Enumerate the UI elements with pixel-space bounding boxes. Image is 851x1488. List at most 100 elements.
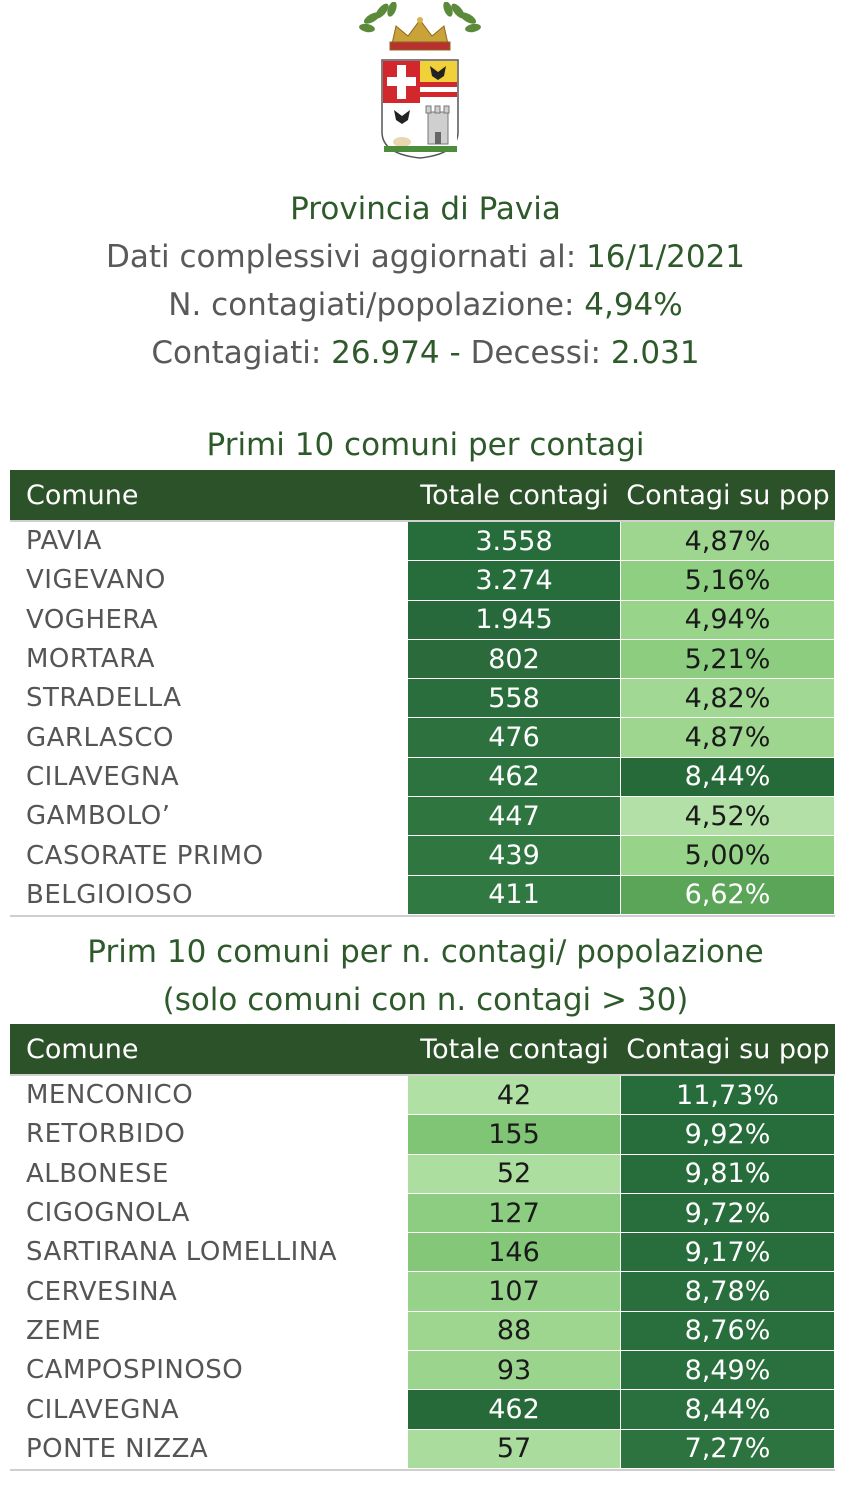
table-row: CAMPOSPINOSO 93 8,49%	[10, 1351, 835, 1391]
table2-title: Prim 10 comuni per n. contagi/ popolazio…	[87, 934, 764, 970]
ratio-line: N. contagiati/popolazione: 4,94%	[0, 281, 851, 329]
ratio-value: 4,94%	[584, 287, 683, 323]
cell-totale: 93	[408, 1351, 620, 1390]
cell-totale: 476	[408, 718, 620, 757]
cell-pct: 5,16%	[621, 561, 834, 600]
summary-header: Provincia di Pavia Dati complessivi aggi…	[0, 185, 851, 377]
table-body: PAVIA 3.558 4,87% VIGEVANO 3.274 5,16% VOGHERA…	[10, 522, 835, 915]
table-row: CASORATE PRIMO 439 5,00%	[10, 836, 835, 876]
cell-pct: 4,87%	[621, 522, 834, 561]
cell-totale: 57	[408, 1429, 620, 1468]
cell-comune: CILAVEGNA	[26, 761, 180, 792]
cell-comune: CIGOGNOLA	[26, 1198, 190, 1229]
table2-subtitle: (solo comuni con n. contagi > 30)	[162, 982, 689, 1018]
cell-pct: 9,17%	[621, 1233, 834, 1272]
top-ratio-table: Comune Totale contagi Contagi su pop MEN…	[10, 1024, 835, 1471]
table-row: ZEME 88 8,76%	[10, 1311, 835, 1352]
cell-totale: 155	[408, 1115, 620, 1154]
column-header-comune: Comune	[26, 479, 139, 511]
totals-separator: -	[449, 335, 461, 371]
cell-pct: 9,72%	[621, 1193, 834, 1233]
cell-pct: 8,49%	[621, 1351, 834, 1390]
cell-comune: STRADELLA	[26, 683, 182, 714]
column-header-totale: Totale contagi	[420, 479, 609, 511]
table-bottom-border	[10, 914, 835, 917]
table-row: CILAVEGNA 462 8,44%	[10, 1390, 835, 1430]
cell-pct: 8,44%	[621, 1390, 834, 1429]
table-row: ALBONESE 52 9,81%	[10, 1154, 835, 1194]
cell-pct: 4,52%	[621, 797, 834, 836]
cell-comune: PAVIA	[26, 526, 102, 557]
cell-pct: 4,94%	[621, 600, 834, 639]
cell-totale: 107	[408, 1272, 620, 1311]
cell-totale: 127	[408, 1193, 620, 1233]
table-row: SARTIRANA LOMELLINA 146 9,17%	[10, 1233, 835, 1273]
cell-totale: 411	[408, 875, 620, 914]
table-row: PAVIA 3.558 4,87%	[10, 522, 835, 562]
table-row: STRADELLA 558 4,82%	[10, 679, 835, 719]
deaths-label: Decessi:	[470, 335, 601, 371]
cell-comune: RETORBIDO	[26, 1119, 186, 1150]
table-row: VIGEVANO 3.274 5,16%	[10, 561, 835, 601]
cell-comune: MENCONICO	[26, 1080, 194, 1111]
cell-comune: GAMBOLO’	[26, 801, 171, 832]
cell-comune: ZEME	[26, 1315, 102, 1346]
deaths-value: 2.031	[610, 335, 700, 371]
cell-totale: 3.274	[408, 561, 620, 600]
cases-label: Contagiati:	[151, 335, 322, 371]
table-row: GARLASCO 476 4,87%	[10, 718, 835, 758]
cell-pct: 4,87%	[621, 718, 834, 757]
column-header-comune: Comune	[26, 1033, 139, 1065]
cell-totale: 146	[408, 1233, 620, 1272]
table-row: CILAVEGNA 462 8,44%	[10, 757, 835, 798]
table-row: VOGHERA 1.945 4,94%	[10, 600, 835, 640]
cell-totale: 462	[408, 1390, 620, 1429]
cell-comune: PONTE NIZZA	[26, 1433, 209, 1464]
table1-title: Primi 10 comuni per contagi	[206, 427, 645, 463]
cell-comune: CAMPOSPINOSO	[26, 1355, 244, 1386]
table-row: CERVESINA 107 8,78%	[10, 1272, 835, 1312]
column-header-pct: Contagi su pop	[626, 1033, 830, 1065]
cell-totale: 558	[408, 679, 620, 718]
table-row: GAMBOLO’ 447 4,52%	[10, 797, 835, 837]
cell-totale: 439	[408, 836, 620, 875]
top-cases-table: Comune Totale contagi Contagi su pop PAV…	[10, 470, 835, 917]
table-bottom-border	[10, 1468, 835, 1471]
page-title: Provincia di Pavia	[290, 191, 561, 227]
cell-comune: VOGHERA	[26, 604, 159, 635]
cell-pct: 5,00%	[621, 836, 834, 875]
cell-comune: CILAVEGNA	[26, 1394, 180, 1425]
table-row: MORTARA 802 5,21%	[10, 639, 835, 680]
table-row: PONTE NIZZA 57 7,27%	[10, 1429, 835, 1469]
ratio-label: N. contagiati/popolazione:	[168, 287, 575, 323]
cell-pct: 6,62%	[621, 875, 834, 914]
cell-pct: 8,44%	[621, 757, 834, 797]
cell-totale: 802	[408, 639, 620, 679]
table-row: BELGIOIOSO 411 6,62%	[10, 875, 835, 915]
table-row: RETORBIDO 155 9,92%	[10, 1115, 835, 1155]
cell-totale: 3.558	[408, 522, 620, 561]
column-header-totale: Totale contagi	[420, 1033, 609, 1065]
cell-comune: BELGIOIOSO	[26, 879, 194, 910]
cases-value: 26.974	[331, 335, 440, 371]
cell-totale: 42	[408, 1076, 620, 1115]
cell-totale: 1.945	[408, 600, 620, 639]
cell-pct: 8,78%	[621, 1272, 834, 1311]
cell-comune: CASORATE PRIMO	[26, 840, 264, 871]
table-body: MENCONICO 42 11,73% RETORBIDO 155 9,92% ALBONE…	[10, 1076, 835, 1469]
cell-comune: MORTARA	[26, 644, 156, 675]
table-header: Comune Totale contagi Contagi su pop	[10, 1024, 835, 1076]
cell-pct: 4,82%	[621, 679, 834, 718]
cell-totale: 52	[408, 1154, 620, 1193]
cell-pct: 11,73%	[621, 1076, 834, 1115]
cell-comune: SARTIRANA LOMELLINA	[26, 1237, 338, 1268]
cell-comune: ALBONESE	[26, 1158, 169, 1189]
cell-pct: 7,27%	[621, 1429, 834, 1468]
cell-pct: 9,81%	[621, 1154, 834, 1193]
cell-comune: CERVESINA	[26, 1276, 178, 1307]
provincia-crest-logo	[359, 2, 481, 159]
table-header: Comune Totale contagi Contagi su pop	[10, 470, 835, 522]
cell-comune: VIGEVANO	[26, 565, 166, 596]
cell-totale: 462	[408, 757, 620, 797]
cell-pct: 8,76%	[621, 1311, 834, 1351]
